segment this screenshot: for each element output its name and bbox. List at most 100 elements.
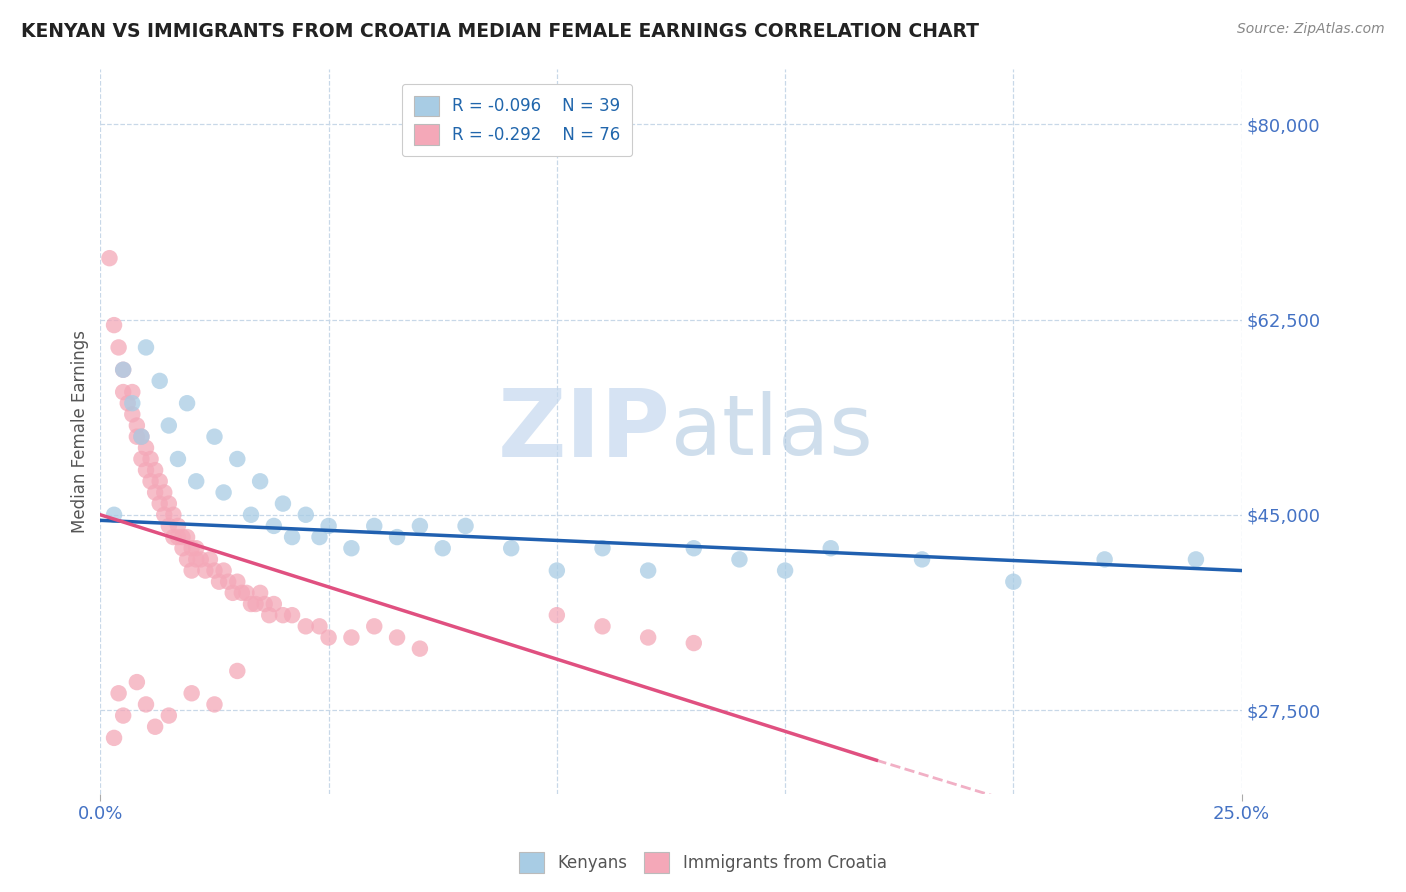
Point	[385, 631, 408, 645]
Point	[190, 552, 212, 566]
Point	[222, 586, 245, 600]
Point	[318, 519, 340, 533]
Point	[409, 641, 432, 656]
Point	[98, 251, 121, 265]
Point	[253, 597, 276, 611]
Point	[340, 631, 363, 645]
Point	[149, 497, 172, 511]
Point	[546, 564, 568, 578]
Point	[308, 619, 330, 633]
Point	[180, 686, 202, 700]
Point	[176, 396, 198, 410]
Point	[318, 631, 340, 645]
Point	[162, 530, 184, 544]
Point	[728, 552, 751, 566]
Point	[112, 708, 135, 723]
Point	[198, 552, 221, 566]
Point	[143, 463, 166, 477]
Point	[112, 363, 135, 377]
Point	[501, 541, 523, 556]
Point	[112, 385, 135, 400]
Text: Source: ZipAtlas.com: Source: ZipAtlas.com	[1237, 22, 1385, 37]
Point	[204, 698, 226, 712]
Point	[180, 541, 202, 556]
Point	[107, 340, 129, 354]
Point	[121, 385, 143, 400]
Point	[432, 541, 454, 556]
Point	[167, 519, 190, 533]
Point	[263, 597, 285, 611]
Point	[820, 541, 842, 556]
Point	[194, 564, 217, 578]
Legend: R = -0.096    N = 39, R = -0.292    N = 76: R = -0.096 N = 39, R = -0.292 N = 76	[402, 84, 631, 156]
Point	[204, 564, 226, 578]
Point	[143, 485, 166, 500]
Legend: Kenyans, Immigrants from Croatia: Kenyans, Immigrants from Croatia	[513, 846, 893, 880]
Point	[592, 541, 614, 556]
Point	[294, 619, 316, 633]
Point	[186, 475, 208, 489]
Point	[131, 430, 153, 444]
Point	[103, 508, 125, 522]
Point	[112, 363, 135, 377]
Point	[157, 519, 180, 533]
Point	[121, 396, 143, 410]
Point	[162, 508, 184, 522]
Point	[240, 597, 263, 611]
Point	[121, 408, 143, 422]
Point	[131, 430, 153, 444]
Point	[217, 574, 239, 589]
Point	[103, 318, 125, 332]
Point	[180, 564, 202, 578]
Point	[212, 485, 235, 500]
Point	[208, 574, 231, 589]
Point	[157, 708, 180, 723]
Point	[1002, 574, 1025, 589]
Point	[103, 731, 125, 745]
Point	[1185, 552, 1208, 566]
Point	[125, 418, 148, 433]
Point	[139, 452, 162, 467]
Point	[125, 430, 148, 444]
Point	[911, 552, 934, 566]
Point	[773, 564, 796, 578]
Point	[682, 636, 704, 650]
Point	[271, 497, 294, 511]
Point	[107, 686, 129, 700]
Point	[637, 631, 659, 645]
Point	[226, 574, 249, 589]
Point	[172, 530, 194, 544]
Point	[271, 608, 294, 623]
Point	[167, 530, 190, 544]
Point	[204, 430, 226, 444]
Point	[281, 530, 304, 544]
Point	[139, 475, 162, 489]
Point	[682, 541, 704, 556]
Y-axis label: Median Female Earnings: Median Female Earnings	[72, 330, 89, 533]
Text: KENYAN VS IMMIGRANTS FROM CROATIA MEDIAN FEMALE EARNINGS CORRELATION CHART: KENYAN VS IMMIGRANTS FROM CROATIA MEDIAN…	[21, 22, 979, 41]
Text: atlas: atlas	[671, 391, 873, 472]
Point	[245, 597, 267, 611]
Text: ZIP: ZIP	[498, 385, 671, 477]
Point	[153, 485, 176, 500]
Point	[592, 619, 614, 633]
Point	[176, 530, 198, 544]
Point	[172, 541, 194, 556]
Point	[135, 441, 157, 455]
Point	[135, 698, 157, 712]
Point	[546, 608, 568, 623]
Point	[186, 552, 208, 566]
Point	[263, 519, 285, 533]
Point	[125, 675, 148, 690]
Point	[157, 418, 180, 433]
Point	[176, 552, 198, 566]
Point	[231, 586, 253, 600]
Point	[340, 541, 363, 556]
Point	[143, 720, 166, 734]
Point	[281, 608, 304, 623]
Point	[212, 564, 235, 578]
Point	[226, 452, 249, 467]
Point	[131, 452, 153, 467]
Point	[385, 530, 408, 544]
Point	[1094, 552, 1116, 566]
